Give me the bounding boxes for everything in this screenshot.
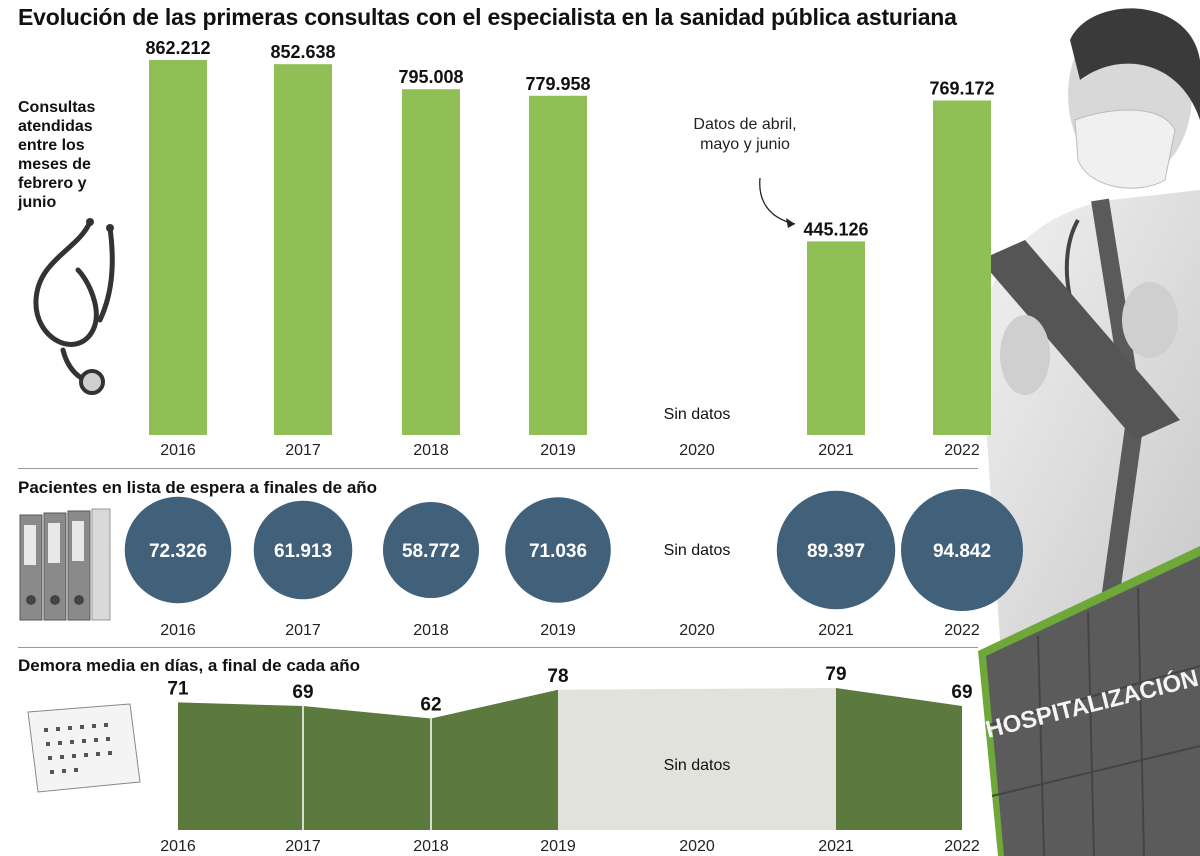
area-x-tick-2016: 2016 <box>160 838 196 855</box>
bubble-value-label-2019: 71.036 <box>529 541 587 562</box>
annotation-arrowhead <box>786 218 795 228</box>
bubble-2022 <box>901 489 1023 611</box>
area-value-label-2018: 62 <box>420 695 441 716</box>
section-divider-2 <box>18 647 978 648</box>
bubble-x-tick-2018: 2018 <box>413 622 449 639</box>
delay-title: Demora media en días, a final de cada añ… <box>18 656 361 675</box>
bar-value-label-2019: 779.958 <box>525 74 590 94</box>
bubble-x-tick-2021: 2021 <box>818 622 854 639</box>
area-x-tick-2019: 2019 <box>540 838 576 855</box>
bar-value-label-2016: 862.212 <box>145 38 210 58</box>
area-2021-2022 <box>836 688 962 830</box>
hospital-sign-photo: HOSPITALIZACIÓN <box>978 546 1200 856</box>
bar-2021-annotation: Datos de abril, mayo y junio <box>693 116 797 153</box>
area-no-data-label-2020: Sin datos <box>664 757 731 774</box>
bar-x-tick-2019: 2019 <box>540 442 576 459</box>
bar-2019 <box>529 95 587 436</box>
bubble-2018 <box>382 501 480 599</box>
area-2016-2019 <box>178 689 558 830</box>
area-value-label-2017: 69 <box>292 682 313 703</box>
bar-2017 <box>274 64 332 435</box>
bubble-value-label-2018: 58.772 <box>402 541 460 562</box>
bar-x-tick-2016: 2016 <box>160 442 196 459</box>
bubble-2019 <box>505 497 611 603</box>
bar-x-tick-2018: 2018 <box>413 442 449 459</box>
bubble-value-label-2017: 61.913 <box>274 541 332 562</box>
bar-2018 <box>402 89 460 436</box>
bar-x-tick-2020: 2020 <box>679 442 715 459</box>
area-value-label-2019: 78 <box>547 666 568 687</box>
section-divider-1 <box>18 468 978 469</box>
calendar-icon <box>27 703 141 793</box>
bubble-2016 <box>124 496 232 604</box>
bar-value-label-2021: 445.126 <box>803 219 868 239</box>
bubble-no-data-label-2020: Sin datos <box>664 542 731 559</box>
area-x-tick-2022: 2022 <box>944 838 980 855</box>
bubble-2017 <box>253 500 353 600</box>
stethoscope-icon <box>33 218 115 395</box>
bar-value-label-2017: 852.638 <box>270 42 335 62</box>
bar-2022 <box>933 100 991 435</box>
bubble-x-tick-2017: 2017 <box>285 622 321 639</box>
bar-2021 <box>807 241 865 435</box>
area-x-tick-2020: 2020 <box>679 838 715 855</box>
bar-chart-side-label: Consultas atendidas entre los meses de f… <box>18 99 96 211</box>
bar-x-tick-2022: 2022 <box>944 442 980 459</box>
bubble-value-label-2021: 89.397 <box>807 541 865 562</box>
binders-icon <box>19 508 111 621</box>
bar-value-label-2018: 795.008 <box>398 67 463 87</box>
bar-no-data-label-2020: Sin datos <box>664 406 731 423</box>
chart-title: Evolución de las primeras consultas con … <box>18 4 957 30</box>
area-value-label-2022: 69 <box>951 682 972 703</box>
area-value-label-2021: 79 <box>825 664 846 685</box>
bar-x-tick-2017: 2017 <box>285 442 321 459</box>
bubble-x-tick-2016: 2016 <box>160 622 196 639</box>
doctor-photo <box>980 8 1200 640</box>
bar-2016 <box>149 60 207 435</box>
area-x-tick-2021: 2021 <box>818 838 854 855</box>
bubble-x-tick-2022: 2022 <box>944 622 980 639</box>
bar-value-label-2022: 769.172 <box>929 78 994 98</box>
area-value-label-2016: 71 <box>167 678 189 699</box>
area-x-tick-2018: 2018 <box>413 838 449 855</box>
bubble-2021 <box>776 490 896 610</box>
area-no-data-2020 <box>558 688 836 830</box>
bubble-value-label-2016: 72.326 <box>149 541 207 562</box>
annotation-arrow <box>759 177 796 225</box>
area-x-tick-2017: 2017 <box>285 838 321 855</box>
bubble-value-label-2022: 94.842 <box>933 541 991 562</box>
bar-x-tick-2021: 2021 <box>818 442 854 459</box>
bubble-x-tick-2020: 2020 <box>679 622 715 639</box>
bubble-x-tick-2019: 2019 <box>540 622 576 639</box>
waiting-list-title: Pacientes en lista de espera a finales d… <box>18 478 378 497</box>
